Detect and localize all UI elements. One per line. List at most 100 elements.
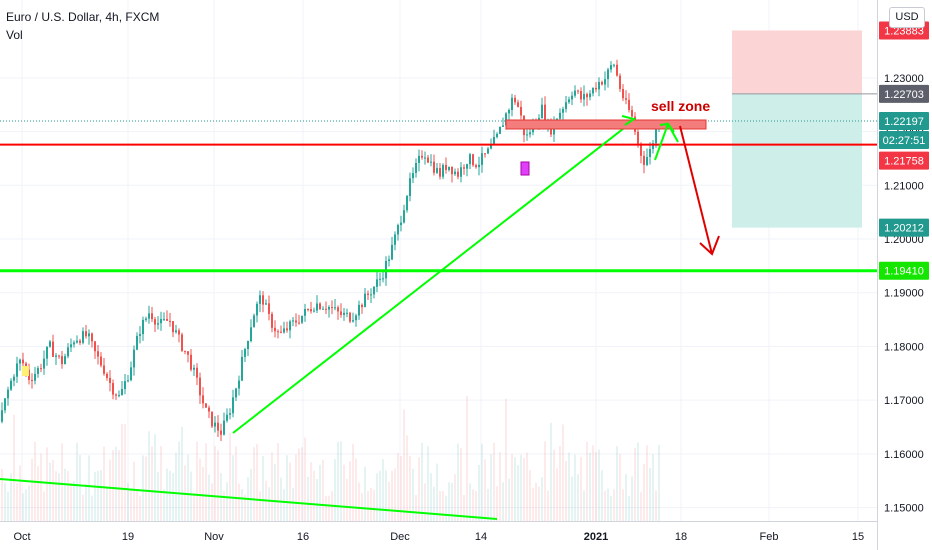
candle-body <box>22 359 24 364</box>
candle-body <box>295 320 297 323</box>
candle-body <box>586 93 588 98</box>
candle-body <box>76 340 78 343</box>
volume-indicator-label[interactable]: Vol <box>6 28 23 42</box>
volume-bar <box>358 482 360 521</box>
candle-body <box>436 168 438 173</box>
volume-bar <box>37 465 39 521</box>
volume-bar <box>622 489 624 521</box>
candle-body <box>484 153 486 155</box>
volume-bar <box>478 464 480 521</box>
volume-bar <box>28 485 30 521</box>
volume-bar <box>91 495 93 521</box>
candle-body <box>331 306 333 309</box>
candle-body <box>103 365 105 374</box>
candle-body <box>328 306 330 310</box>
signal-marker-yellow[interactable] <box>22 366 29 376</box>
candle-body <box>241 356 243 381</box>
drawings[interactable]: sell zone <box>0 98 877 520</box>
candle-body <box>163 318 165 320</box>
volume-bar <box>619 454 621 521</box>
candle-body <box>238 380 240 389</box>
volume-bar <box>439 490 441 521</box>
candle-body <box>511 97 513 110</box>
volume-bar <box>457 443 459 521</box>
volume-bar <box>304 437 306 521</box>
volume-bar <box>490 454 492 521</box>
symbol-title[interactable]: Euro / U.S. Dollar, 4h, FXCM <box>6 10 160 24</box>
sell-zone-box[interactable] <box>505 119 707 130</box>
volume-bar <box>223 491 225 521</box>
candle-body <box>394 234 396 245</box>
volume-bar <box>13 414 15 521</box>
candle-body <box>217 422 219 431</box>
time-axis[interactable]: Oct 19 Nov 16 Dec 14 2021 18 Feb 15 <box>0 521 877 544</box>
candle-body <box>502 125 504 127</box>
volume-bar <box>631 476 633 521</box>
x-tick-label: Oct <box>13 531 30 543</box>
lower-trend-line[interactable] <box>0 478 498 520</box>
candle-body <box>349 312 351 322</box>
plot-area[interactable] <box>0 0 877 521</box>
volume-bar <box>124 424 126 521</box>
candle-body <box>16 363 18 377</box>
candle-body <box>64 356 66 365</box>
current-price-badge-text: 1.22197 <box>884 116 924 128</box>
volume-bar <box>322 459 324 521</box>
volume-bar <box>16 483 18 521</box>
volume-bar <box>646 445 648 521</box>
volume-bar <box>550 422 552 521</box>
volume-bar <box>436 463 438 521</box>
volume-bar <box>586 441 588 521</box>
candle-body <box>490 144 492 149</box>
volume-bar <box>649 467 651 521</box>
volume-bar <box>31 459 33 521</box>
current-price-badge <box>879 112 929 131</box>
volume-bar <box>481 443 483 521</box>
volume-bar <box>562 424 564 521</box>
volume-bar <box>613 489 615 521</box>
currency-button[interactable]: USD <box>889 7 925 28</box>
volume-bar <box>277 443 279 521</box>
candle-body <box>601 81 603 85</box>
candle-body <box>493 137 495 145</box>
volume-bar <box>268 487 270 521</box>
volume-bar <box>319 464 321 521</box>
volume-bar <box>46 447 48 521</box>
volume-bar <box>118 450 120 521</box>
candle-body <box>58 355 60 357</box>
candle-body <box>433 161 435 173</box>
volume-bar <box>511 454 513 521</box>
volume-bar <box>235 446 237 521</box>
volume-bar <box>379 470 381 521</box>
signal-marker-magenta[interactable] <box>520 161 530 176</box>
green-arrow-head <box>659 122 675 133</box>
candle-body <box>487 148 489 154</box>
candle-body <box>562 108 564 113</box>
stop-price-badge-text: 1.23883 <box>884 25 924 37</box>
candle-body <box>508 109 510 114</box>
volume-bar <box>259 491 261 521</box>
volume-bar <box>565 460 567 521</box>
candle-body <box>70 344 72 348</box>
y-tick-label: 1.15000 <box>884 503 924 515</box>
red-arrow-down[interactable] <box>679 125 713 255</box>
volume-bar <box>442 491 444 521</box>
y-tick-label: 1.20000 <box>884 234 924 246</box>
candles <box>1 59 660 442</box>
candle-body <box>595 87 597 90</box>
volume-bar <box>574 454 576 521</box>
candle-body <box>577 90 579 92</box>
candle-body <box>40 368 42 370</box>
uptrend-line[interactable] <box>232 124 629 434</box>
candle-body <box>649 148 651 158</box>
volume-bar <box>604 490 606 521</box>
volume-bar <box>1 469 3 521</box>
candle-body <box>475 165 477 168</box>
candle-body <box>481 153 483 165</box>
price-axis[interactable]: 1.15000 1.16000 1.17000 1.18000 1.19000 1.200… <box>877 0 924 550</box>
candle-body <box>229 413 231 415</box>
candle-body <box>412 172 414 179</box>
volume-bar <box>532 487 534 521</box>
